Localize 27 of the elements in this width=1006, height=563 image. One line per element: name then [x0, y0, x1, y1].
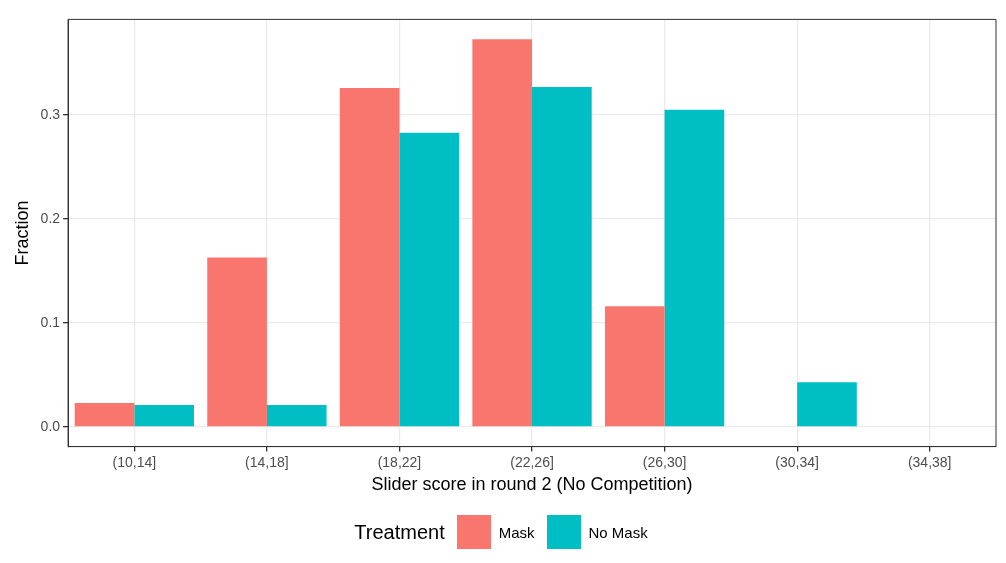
y-tick-label: 0.3: [40, 105, 61, 122]
x-axis-title: Slider score in round 2 (No Competition): [371, 474, 693, 495]
legend-label: Mask: [498, 523, 535, 541]
bar: [472, 39, 533, 427]
x-tick-label: (30,34]: [775, 453, 819, 470]
y-tick-label: 0.0: [40, 417, 61, 434]
x-tick-label: (34,38]: [907, 453, 952, 470]
bar: [797, 382, 857, 427]
y-tick-label: 0.1: [40, 313, 61, 330]
y-tick-label: 0.2: [40, 209, 61, 226]
bar: [532, 86, 592, 427]
bar: [339, 88, 400, 427]
y-axis-title: Fraction: [11, 200, 32, 266]
bar: [399, 132, 460, 427]
x-tick-label: (26,30]: [642, 453, 687, 470]
bar: [664, 109, 725, 427]
x-tick-label: (10,14]: [112, 453, 157, 470]
bar: [207, 257, 267, 427]
bar: [134, 405, 194, 427]
x-tick-label: (18,22]: [377, 453, 422, 470]
x-tick-label: (14,18]: [245, 453, 289, 470]
legend-title: Treatment: [354, 520, 445, 544]
x-tick-label: (22,26]: [510, 453, 554, 470]
bar: [604, 306, 665, 427]
legend-label: No Mask: [588, 523, 648, 541]
bar: [74, 402, 135, 427]
bar: [266, 405, 327, 427]
